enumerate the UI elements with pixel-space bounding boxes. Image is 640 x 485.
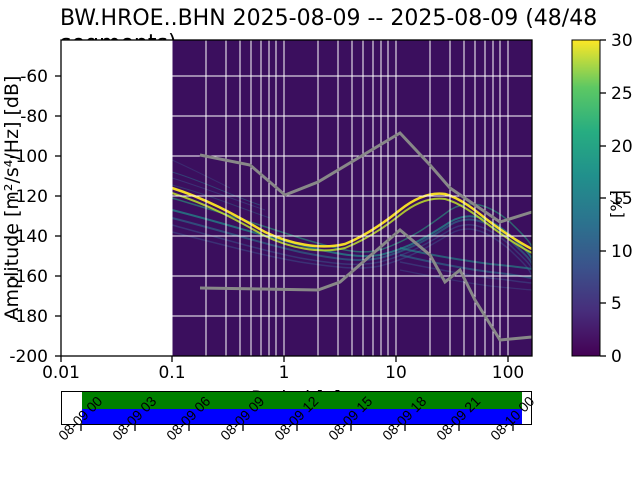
colorbar-label: [%] — [607, 190, 626, 218]
colorbar-group: 0 5 10 15 20 25 30 [%] — [572, 31, 633, 367]
cbar-tick-6: 30 — [611, 31, 633, 51]
x-tick-4: 100 — [492, 363, 524, 383]
y-axis-label: Amplitude [m²/s⁴/Hz] [dB] — [1, 76, 23, 321]
x-tick-3: 10 — [385, 363, 407, 383]
cbar-tick-2: 10 — [611, 242, 633, 262]
x-tick-1: 0.1 — [158, 363, 185, 383]
cbar-tick-4: 20 — [611, 137, 633, 157]
colorbar-ticks: 0 5 10 15 20 25 30 [%] — [600, 31, 633, 367]
cbar-tick-0: 0 — [611, 347, 622, 367]
cbar-tick-1: 5 — [611, 294, 622, 314]
x-tick-2: 1 — [279, 363, 290, 383]
y-tick-7: -200 — [9, 347, 48, 367]
timeline-labels: 08-09 00 08-09 03 08-09 06 08-09 09 08-0… — [0, 432, 640, 480]
cbar-tick-5: 25 — [611, 84, 633, 104]
colorbar-gradient — [572, 40, 600, 356]
y-tick-0: -60 — [20, 67, 48, 87]
y-axis: -60 -80 -100 -120 -140 -160 -180 -200 Am… — [1, 67, 61, 367]
y-tick-1: -80 — [20, 107, 48, 127]
